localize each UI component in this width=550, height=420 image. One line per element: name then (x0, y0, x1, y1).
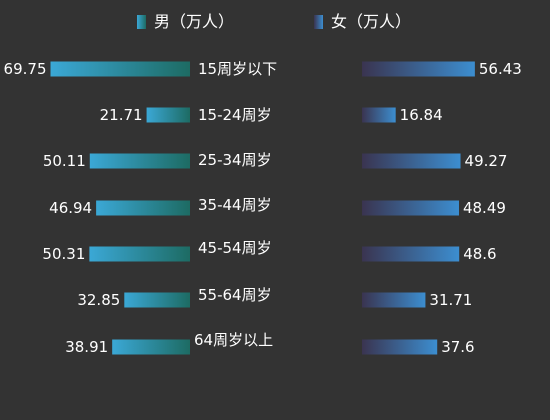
male-value-label: 46.94 (49, 199, 92, 217)
female-bar (362, 107, 396, 123)
legend-label-male: 男（万人） (154, 12, 234, 31)
male-bar (89, 153, 190, 169)
male-bar (124, 292, 190, 308)
male-value-label: 69.75 (4, 60, 47, 78)
legend-item-male[interactable]: 男（万人） (137, 12, 234, 31)
category-label: 55-64周岁 (198, 286, 272, 304)
male-value-label: 21.71 (100, 106, 143, 124)
female-value-label: 48.49 (463, 199, 506, 217)
male-bar (89, 246, 190, 262)
female-value-label: 31.71 (429, 291, 472, 309)
female-bar (362, 153, 461, 169)
female-bar (362, 200, 459, 216)
male-value-label: 32.85 (77, 291, 120, 309)
female-value-labels: 56.43 16.84 49.27 48.49 48.6 31.71 37.6 (400, 60, 522, 356)
male-series (50, 61, 190, 355)
legend-label-female: 女（万人） (331, 12, 411, 31)
male-bar (112, 339, 190, 355)
female-value-label: 48.6 (463, 245, 496, 263)
legend-swatch-male (137, 15, 146, 29)
category-label: 15-24周岁 (198, 106, 272, 124)
female-value-label: 56.43 (479, 60, 522, 78)
male-bar (146, 107, 190, 123)
female-bar (362, 339, 438, 355)
female-value-label: 16.84 (400, 106, 443, 124)
category-labels: 15周岁以下 15-24周岁 25-34周岁 35-44周岁 45-54周岁 5… (194, 60, 277, 349)
category-label: 64周岁以上 (194, 331, 273, 349)
legend-swatch-female (314, 15, 323, 29)
male-value-label: 50.11 (43, 152, 86, 170)
male-value-labels: 69.75 21.71 50.11 46.94 50.31 32.85 38.9… (4, 60, 143, 356)
male-value-label: 50.31 (42, 245, 85, 263)
male-bar (96, 200, 190, 216)
female-bar (362, 246, 460, 262)
female-series (362, 61, 475, 355)
category-label: 25-34周岁 (198, 151, 272, 169)
male-bar (50, 61, 190, 77)
female-bar (362, 292, 426, 308)
legend: 男（万人） 女（万人） (137, 12, 411, 31)
female-bar (362, 61, 475, 77)
male-value-label: 38.91 (65, 338, 108, 356)
female-value-label: 49.27 (465, 152, 508, 170)
female-value-label: 37.6 (441, 338, 474, 356)
category-label: 45-54周岁 (198, 239, 272, 257)
legend-item-female[interactable]: 女（万人） (314, 12, 411, 31)
category-label: 35-44周岁 (198, 196, 272, 214)
category-label: 15周岁以下 (198, 60, 277, 78)
